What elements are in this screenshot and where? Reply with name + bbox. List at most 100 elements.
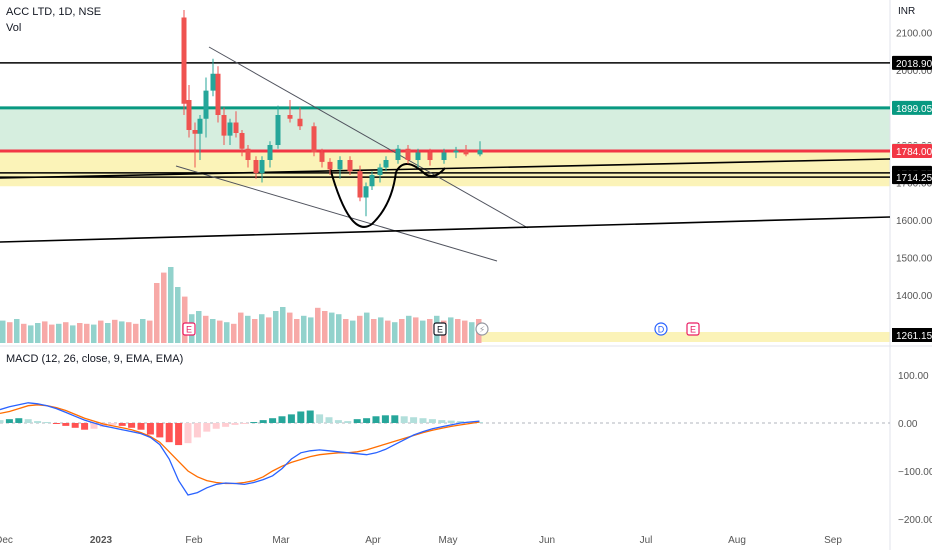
macd-histogram-bar xyxy=(240,423,248,424)
time-tick-label: Sep xyxy=(824,535,842,546)
macd-histogram-bar xyxy=(306,410,314,423)
volume-bar xyxy=(217,320,223,343)
price-label-text: 1714.25 xyxy=(896,173,932,184)
macd-histogram-bar xyxy=(15,418,23,423)
volume-bar xyxy=(224,322,230,343)
time-tick-label: Feb xyxy=(185,535,203,546)
price-tick-label: 2000.00 xyxy=(896,66,932,77)
candle-body xyxy=(337,160,343,170)
trendlines xyxy=(0,46,891,262)
trend-support xyxy=(0,216,891,243)
volume-bar xyxy=(287,312,293,343)
macd-histogram-bar xyxy=(419,418,427,423)
macd-histogram-bar xyxy=(128,423,136,428)
time-tick-label: May xyxy=(439,535,458,546)
volume-bar xyxy=(399,319,405,343)
macd-histogram-bar xyxy=(438,420,446,423)
candle-body xyxy=(357,171,363,198)
candle-body xyxy=(395,148,401,160)
macd-histogram-bar xyxy=(447,420,455,423)
macd-tick-label: 100.00 xyxy=(898,371,929,382)
volume-bar xyxy=(77,323,83,343)
macd-histogram-bar xyxy=(62,423,70,426)
macd-histogram-bar xyxy=(381,415,389,423)
candle-body xyxy=(415,152,421,160)
horizontal-levels xyxy=(0,62,890,178)
volume-bar xyxy=(231,323,237,343)
time-tick-label: Aug xyxy=(728,535,746,546)
macd-histogram-bar xyxy=(344,421,352,423)
macd-histogram-bar xyxy=(457,421,465,423)
candle-body xyxy=(192,130,198,134)
candle-body xyxy=(327,161,333,170)
volume-bar xyxy=(469,322,475,343)
macd-histogram-bar xyxy=(5,419,13,423)
dividend-badge xyxy=(654,322,668,336)
candle-body xyxy=(233,122,239,133)
volume-bar xyxy=(427,319,433,343)
candle-body xyxy=(369,175,375,187)
dividend-badge-text: D xyxy=(658,325,665,335)
currency-label: INR xyxy=(898,6,916,17)
volume-bar xyxy=(70,325,76,343)
volume-bar xyxy=(119,321,125,343)
volume-bar xyxy=(105,323,111,343)
volume-bar xyxy=(238,312,244,343)
candle-body xyxy=(453,150,459,153)
price-label-text: 1784.00 xyxy=(896,147,932,158)
volume-bar xyxy=(245,315,251,343)
volume-bar xyxy=(210,319,216,343)
macd-histogram-bar xyxy=(34,421,42,423)
trend-channel-top xyxy=(208,46,529,229)
macd-histogram-bar xyxy=(316,414,324,423)
price-tick-label: 1400.00 xyxy=(896,291,932,302)
volume-bar xyxy=(161,272,167,343)
candle-body xyxy=(245,148,251,160)
candle-body xyxy=(363,186,369,198)
macd-histogram-bar xyxy=(43,422,51,424)
split-badge-text: ⚡ xyxy=(479,325,485,335)
event-badges[interactable]: E E ⚡ D E xyxy=(182,322,700,336)
earnings-badge-past xyxy=(182,322,196,336)
volume-bar xyxy=(336,314,342,343)
volume-bar xyxy=(21,323,27,343)
macd-pane xyxy=(0,402,483,496)
macd-histogram-bar xyxy=(99,423,107,427)
candle-body xyxy=(259,160,265,174)
macd-tick-label: −200.00 xyxy=(898,515,932,526)
trend-channel-bottom xyxy=(175,165,498,262)
macd-histogram-bar xyxy=(400,416,408,423)
volume-bar xyxy=(98,320,104,343)
volume-bar xyxy=(322,311,328,343)
split-badge xyxy=(475,322,489,336)
macd-histogram-bar xyxy=(118,423,126,426)
volume-bar xyxy=(315,307,321,343)
candle-body xyxy=(319,152,325,162)
volume-bar xyxy=(133,323,139,343)
volume-bar xyxy=(413,317,419,343)
candle-body xyxy=(477,150,483,155)
price-tick-label: 2100.00 xyxy=(896,29,932,40)
volume-bar xyxy=(420,320,426,343)
macd-histogram-bar xyxy=(269,418,277,423)
volume-bar xyxy=(357,315,363,343)
macd-histogram-bar xyxy=(410,417,418,423)
macd-signal-line xyxy=(0,404,480,485)
symbol-title: ACC LTD, 1D, NSE xyxy=(6,6,102,18)
price-label-text: 2018.90 xyxy=(896,59,932,70)
macd-histogram-bar xyxy=(146,423,154,435)
candle-body xyxy=(347,160,353,172)
volume-bar xyxy=(280,307,286,343)
volume-value-label xyxy=(892,328,932,342)
candle-body xyxy=(203,90,209,119)
macd-histogram-bar xyxy=(0,420,4,423)
macd-histogram-bar xyxy=(137,423,145,430)
volume-bar xyxy=(0,320,6,343)
macd-histogram-bar xyxy=(325,417,333,423)
macd-histogram-bar xyxy=(250,422,258,424)
macd-histogram-bar xyxy=(175,423,183,446)
candle-body xyxy=(405,148,411,160)
macd-histogram-bar xyxy=(231,423,239,425)
